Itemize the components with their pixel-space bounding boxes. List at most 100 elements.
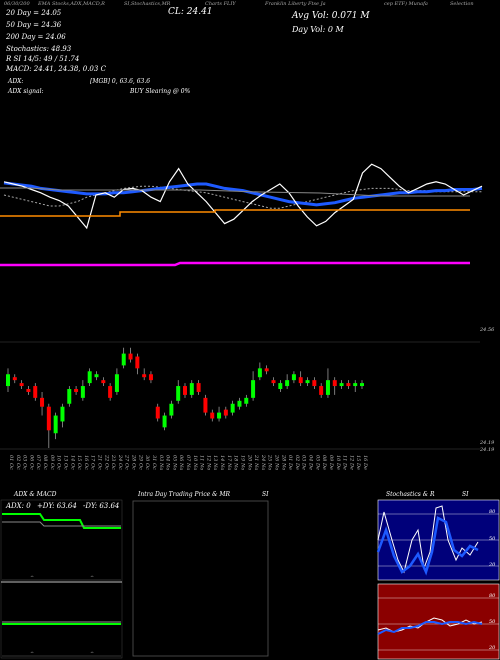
candle-body [183,386,187,395]
date-label: 24 Oct [117,454,123,470]
date-label: 10 Oct [56,455,62,470]
adx-grey-line [2,521,121,527]
date-label: 05 Nov [171,455,177,470]
candle-body [53,415,58,434]
candle-body [305,380,310,384]
date-label: 16 Oct [83,455,89,470]
date-label: 29 Oct [137,454,143,470]
price-chart: 01 Oct 02 Oct 03 Oct 06 Oct 07 Oct 08 Oct 09 O… [0,163,483,470]
candle-body [169,403,174,416]
candle-body [87,371,92,384]
indicators-label: EMA Stocks,ADX,MACD,R [38,1,105,7]
candle-body [203,397,208,413]
ema-blue-line [3,181,483,207]
adx-green-line [2,513,121,529]
date-label: 07 Oct [35,455,41,470]
date-label: 10 Dec [335,455,341,470]
candle-body [346,383,351,387]
candle-body [26,389,31,392]
stoch-tick-50: 50 [489,536,496,542]
date-label: 09 Dec [328,455,334,470]
orange-average-line [0,209,470,217]
candle-body [244,397,249,404]
rsi-tick-80: 80 [489,593,496,599]
adx-marker: ^ [90,574,94,581]
date-label: 06 Nov [178,455,184,470]
candle-body [285,380,290,387]
candle-body [217,412,222,419]
date-label: 11 Dec [342,455,348,470]
macd-marker: ^ [90,650,94,657]
date-label: 24 Nov [260,454,266,470]
ema200-magenta-line [0,261,470,267]
candle-body [80,386,85,398]
candle-body [94,374,99,378]
date-label: 18 Nov [233,455,239,470]
date-label: 28 Oct [131,454,137,470]
candle-body [230,403,235,413]
date-label: 08 Dec [321,455,327,470]
rsi-tick-20: 20 [489,645,496,651]
macd-marker: ^ [30,650,34,657]
day-volume: Day Vol: 0 M [292,25,344,34]
date-label: 16 Dec [362,455,368,470]
date-label: 09 Oct [49,455,55,470]
date-label: 14 Oct [69,455,75,470]
avg-volume: Avg Vol: 0.071 M [292,11,370,21]
candle-body [189,383,194,395]
candle-body [46,406,51,431]
date-label: 26 Nov [274,454,280,470]
rsi-blue-line [377,620,483,635]
candle-body [196,383,201,392]
adx-values: [MGB] 0, 63.6, 63.6 [90,78,151,85]
candle-body [223,409,228,416]
adx-value: ADX: 0 [6,502,31,510]
date-label: 10 Nov [192,455,198,470]
date-label: 25 Nov [267,454,273,470]
grey-average-line [0,187,470,197]
rsi-readout: R SI 14/5: 49 / 51.74 [6,55,80,63]
stoch-panel-si: SI [462,491,469,498]
candle-body [353,383,358,387]
charts-label: Charts FLIY [205,1,236,7]
candle-body [271,380,276,384]
date-label: 07 Nov [185,455,191,470]
rsi-tick-50: 50 [489,619,496,625]
candle-body [264,368,269,372]
candle-body [101,380,106,384]
date-label: 13 Nov [212,455,218,470]
candle-body [237,400,242,407]
price-axis-bottom-a: 24.19 [480,440,495,446]
candle-body [278,383,283,389]
date-label: 31 Oct [151,455,157,470]
stochastics-d-line [376,516,479,576]
date-label: 04 Dec [308,455,314,470]
candle-body [176,386,181,401]
rsi-panel-frame [377,583,500,660]
date-label: 01 Oct [8,455,14,470]
buy-signal: BUY Slearing @ 0% [130,88,191,95]
date-label: 14 Nov [219,455,225,470]
candle-body [312,380,317,387]
candle-body [33,386,38,398]
date-label: 02 Dec [294,455,300,470]
candle-body [40,397,45,407]
date-label: 21 Oct [97,454,103,470]
date-label: 02 Oct [15,455,21,470]
minus-dy-value: -DY: 63.64 [83,502,120,510]
adx-marker: ^ [30,574,34,581]
tail-label-2: Selection [450,1,474,7]
name-label: Franklin Liberty Ftse Ja [265,1,326,7]
stoch-tick-20: 20 [489,562,496,568]
candle-body [121,353,126,366]
candle-body [291,374,296,381]
si-label: SI,Stochastics,MR [124,1,171,7]
candle-body [325,380,330,395]
candle-body [148,374,153,381]
candle-body [12,377,17,381]
date-label: 21 Nov [253,454,259,470]
plus-dy-value: +DY: 63.64 [36,502,77,510]
intra-panel-title: Intra Day Trading Price & MR [138,491,231,498]
adx-label: ADX: [8,78,24,85]
candle-body [67,389,72,404]
